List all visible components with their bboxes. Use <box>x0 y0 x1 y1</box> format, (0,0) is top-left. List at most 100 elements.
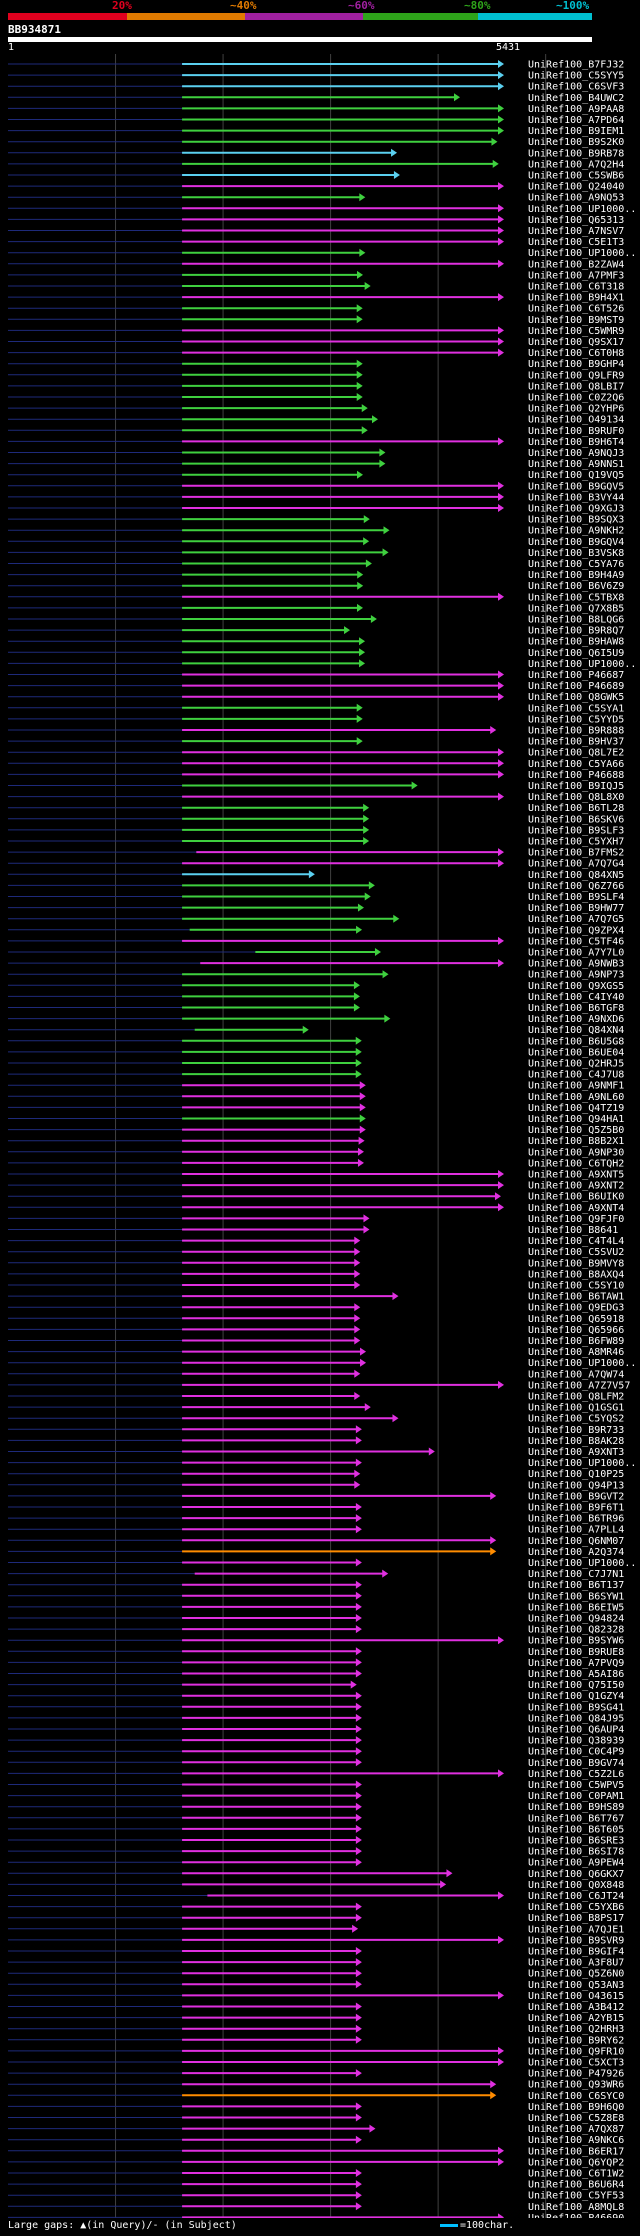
hit-label[interactable]: UniRef100_Q8L7E2 <box>528 748 624 759</box>
hit-label[interactable]: UniRef100_Q9XGS5 <box>528 981 624 992</box>
hit-label[interactable]: UniRef100_Q93WR6 <box>528 2080 624 2091</box>
hit-label[interactable]: UniRef100_P46688 <box>528 770 624 781</box>
hit-row[interactable]: UniRef100_B9F6T1 <box>8 1503 624 1514</box>
hit-row[interactable]: UniRef100_Q8LBI7 <box>8 381 624 392</box>
hit-row[interactable]: UniRef100_B3VSK8 <box>8 548 624 559</box>
hit-label[interactable]: UniRef100_A7PVQ9 <box>528 1658 624 1669</box>
hit-row[interactable]: UniRef100_A7PVQ9 <box>8 1658 624 1669</box>
hit-label[interactable]: UniRef100_A7Z7V57 <box>528 1380 630 1391</box>
hit-label[interactable]: UniRef100_B9GVT2 <box>528 1491 624 1502</box>
hit-label[interactable]: UniRef100_B9GHP4 <box>528 359 624 370</box>
hit-label[interactable]: UniRef100_Q8LFM2 <box>528 1392 624 1403</box>
hit-row[interactable]: UniRef100_Q84XN4 <box>8 1025 624 1036</box>
hit-label[interactable]: UniRef100_B6SKV6 <box>528 814 624 825</box>
hit-label[interactable]: UniRef100_B7FMS2 <box>528 848 624 859</box>
hit-label[interactable]: UniRef100_B9S2K0 <box>528 137 624 148</box>
hit-label[interactable]: UniRef100_Q10P25 <box>528 1469 624 1480</box>
hit-row[interactable]: UniRef100_A9NNS1 <box>8 459 624 470</box>
hit-row[interactable]: UniRef100_A7Y7L0 <box>8 948 624 959</box>
hit-row[interactable]: UniRef100_B3VY44 <box>8 492 624 503</box>
hit-label[interactable]: UniRef100_Q4TZ19 <box>528 1103 624 1114</box>
hit-row[interactable]: UniRef100_Q9FR10 <box>8 2046 624 2057</box>
hit-row[interactable]: UniRef100_C6T0H8 <box>8 348 624 359</box>
hit-row[interactable]: UniRef100_A7PMF3 <box>8 270 624 281</box>
hit-label[interactable]: UniRef100_O49134 <box>528 415 624 426</box>
hit-row[interactable]: UniRef100_Q1GSG1 <box>8 1403 624 1414</box>
hit-row[interactable]: UniRef100_B6U6R4 <box>8 2180 624 2191</box>
hit-row[interactable]: UniRef100_C0Z2Q6 <box>8 393 624 404</box>
hit-label[interactable]: UniRef100_B9SLF4 <box>528 892 624 903</box>
hit-row[interactable]: UniRef100_C5YF53 <box>8 2191 624 2202</box>
hit-label[interactable]: UniRef100_Q1GSG1 <box>528 1403 624 1414</box>
hit-label[interactable]: UniRef100_A9NQJ3 <box>528 448 624 459</box>
hit-label[interactable]: UniRef100_B9R888 <box>528 726 624 737</box>
hit-row[interactable]: UniRef100_C5YA76 <box>8 559 624 570</box>
hit-row[interactable]: UniRef100_Q84XN5 <box>8 870 624 881</box>
hit-row[interactable]: UniRef100_A2YB15 <box>8 2013 624 2024</box>
hit-row[interactable]: UniRef100_Q9LFR9 <box>8 370 624 381</box>
hit-label[interactable]: UniRef100_C5WMR9 <box>528 326 624 337</box>
hit-label[interactable]: UniRef100_A9NQ53 <box>528 193 624 204</box>
hit-label[interactable]: UniRef100_A9XNT3 <box>528 1447 624 1458</box>
hit-label[interactable]: UniRef100_A7Q2H4 <box>528 159 624 170</box>
hit-row[interactable]: UniRef100_B9SQX3 <box>8 515 624 526</box>
hit-row[interactable]: UniRef100_Q10P25 <box>8 1469 624 1480</box>
hit-label[interactable]: UniRef100_C5XCT3 <box>528 2058 624 2069</box>
hit-row[interactable]: UniRef100_O49134 <box>8 415 624 426</box>
hit-label[interactable]: UniRef100_C6T1W2 <box>528 2169 624 2180</box>
hit-label[interactable]: UniRef100_A9NNS1 <box>528 459 624 470</box>
hit-label[interactable]: UniRef100_B9MVY8 <box>528 1258 624 1269</box>
hit-row[interactable]: UniRef100_B8AK28 <box>8 1436 624 1447</box>
hit-row[interactable]: UniRef100_A9NQJ3 <box>8 448 624 459</box>
hit-label[interactable]: UniRef100_B6ER17 <box>528 2146 624 2157</box>
hit-row[interactable]: UniRef100_B6SRE3 <box>8 1836 624 1847</box>
hit-row[interactable]: UniRef100_B4UWC2 <box>8 93 624 104</box>
hit-label[interactable]: UniRef100_C5TBX8 <box>528 592 624 603</box>
hit-row[interactable]: UniRef100_B8PS17 <box>8 1913 624 1924</box>
hit-label[interactable]: UniRef100_B9SQX3 <box>528 515 624 526</box>
hit-label[interactable]: UniRef100_B9SLF3 <box>528 825 624 836</box>
hit-row[interactable]: UniRef100_B9SYW6 <box>8 1636 624 1647</box>
hit-label[interactable]: UniRef100_Q84XN4 <box>528 1025 624 1036</box>
hit-row[interactable]: UniRef100_Q2YHP6 <box>8 404 624 415</box>
hit-row[interactable]: UniRef100_B6ER17 <box>8 2146 624 2157</box>
hit-label[interactable]: UniRef100_C6JT24 <box>528 1891 624 1902</box>
hit-row[interactable]: UniRef100_B9IEM1 <box>8 126 624 137</box>
hit-row[interactable]: UniRef100_Q2HRJ5 <box>8 1059 624 1070</box>
hit-row[interactable]: UniRef100_B6UIK0 <box>8 1192 624 1203</box>
hit-row[interactable]: UniRef100_C0C4P9 <box>8 1747 624 1758</box>
hit-label[interactable]: UniRef100_Q65313 <box>528 215 624 226</box>
hit-label[interactable]: UniRef100_UP1000.. <box>528 248 636 259</box>
hit-row[interactable]: UniRef100_A9NKH2 <box>8 526 624 537</box>
hit-label[interactable]: UniRef100_B6TAW1 <box>528 1292 624 1303</box>
hit-label[interactable]: UniRef100_C0C4P9 <box>528 1747 624 1758</box>
hit-row[interactable]: UniRef100_Q94824 <box>8 1614 624 1625</box>
hit-label[interactable]: UniRef100_B9SYW6 <box>528 1636 624 1647</box>
hit-label[interactable]: UniRef100_A9PEW4 <box>528 1858 624 1869</box>
hit-row[interactable]: UniRef100_A7Z7V57 <box>8 1380 630 1391</box>
hit-row[interactable]: UniRef100_Q4TZ19 <box>8 1103 624 1114</box>
hit-label[interactable]: UniRef100_B8AK28 <box>528 1436 624 1447</box>
hit-row[interactable]: UniRef100_Q9XGS5 <box>8 981 624 992</box>
hit-row[interactable]: UniRef100_Q9EDG3 <box>8 1303 624 1314</box>
hit-label[interactable]: UniRef100_B9GQV4 <box>528 537 624 548</box>
hit-label[interactable]: UniRef100_A9NKH2 <box>528 526 624 537</box>
hit-row[interactable]: UniRef100_B9MVY8 <box>8 1258 624 1269</box>
hit-row[interactable]: UniRef100_Q65966 <box>8 1325 624 1336</box>
hit-row[interactable]: UniRef100_B9HAW8 <box>8 637 624 648</box>
hit-row[interactable]: UniRef100_A9XNT3 <box>8 1447 624 1458</box>
hit-row[interactable]: UniRef100_C5YQS2 <box>8 1414 624 1425</box>
hit-row[interactable]: UniRef100_B9H6T4 <box>8 437 624 448</box>
hit-row[interactable]: UniRef100_B8AXQ4 <box>8 1269 624 1280</box>
hit-row[interactable]: UniRef100_C6T1W2 <box>8 2169 624 2180</box>
hit-label[interactable]: UniRef100_Q6YQP2 <box>528 2157 624 2168</box>
hit-label[interactable]: UniRef100_C5YQS2 <box>528 1414 624 1425</box>
hit-row[interactable]: UniRef100_A7QW74 <box>8 1369 624 1380</box>
hit-label[interactable]: UniRef100_C5SVU2 <box>528 1247 624 1258</box>
hit-row[interactable]: UniRef100_B9RUE8 <box>8 1647 624 1658</box>
hit-label[interactable]: UniRef100_A9XNT4 <box>528 1203 624 1214</box>
hit-label[interactable]: UniRef100_Q6NM07 <box>528 1536 624 1547</box>
hit-label[interactable]: UniRef100_Q9LFR9 <box>528 370 624 381</box>
hit-row[interactable]: UniRef100_P46690 <box>8 2213 624 2218</box>
hit-row[interactable]: UniRef100_B9GHP4 <box>8 359 624 370</box>
